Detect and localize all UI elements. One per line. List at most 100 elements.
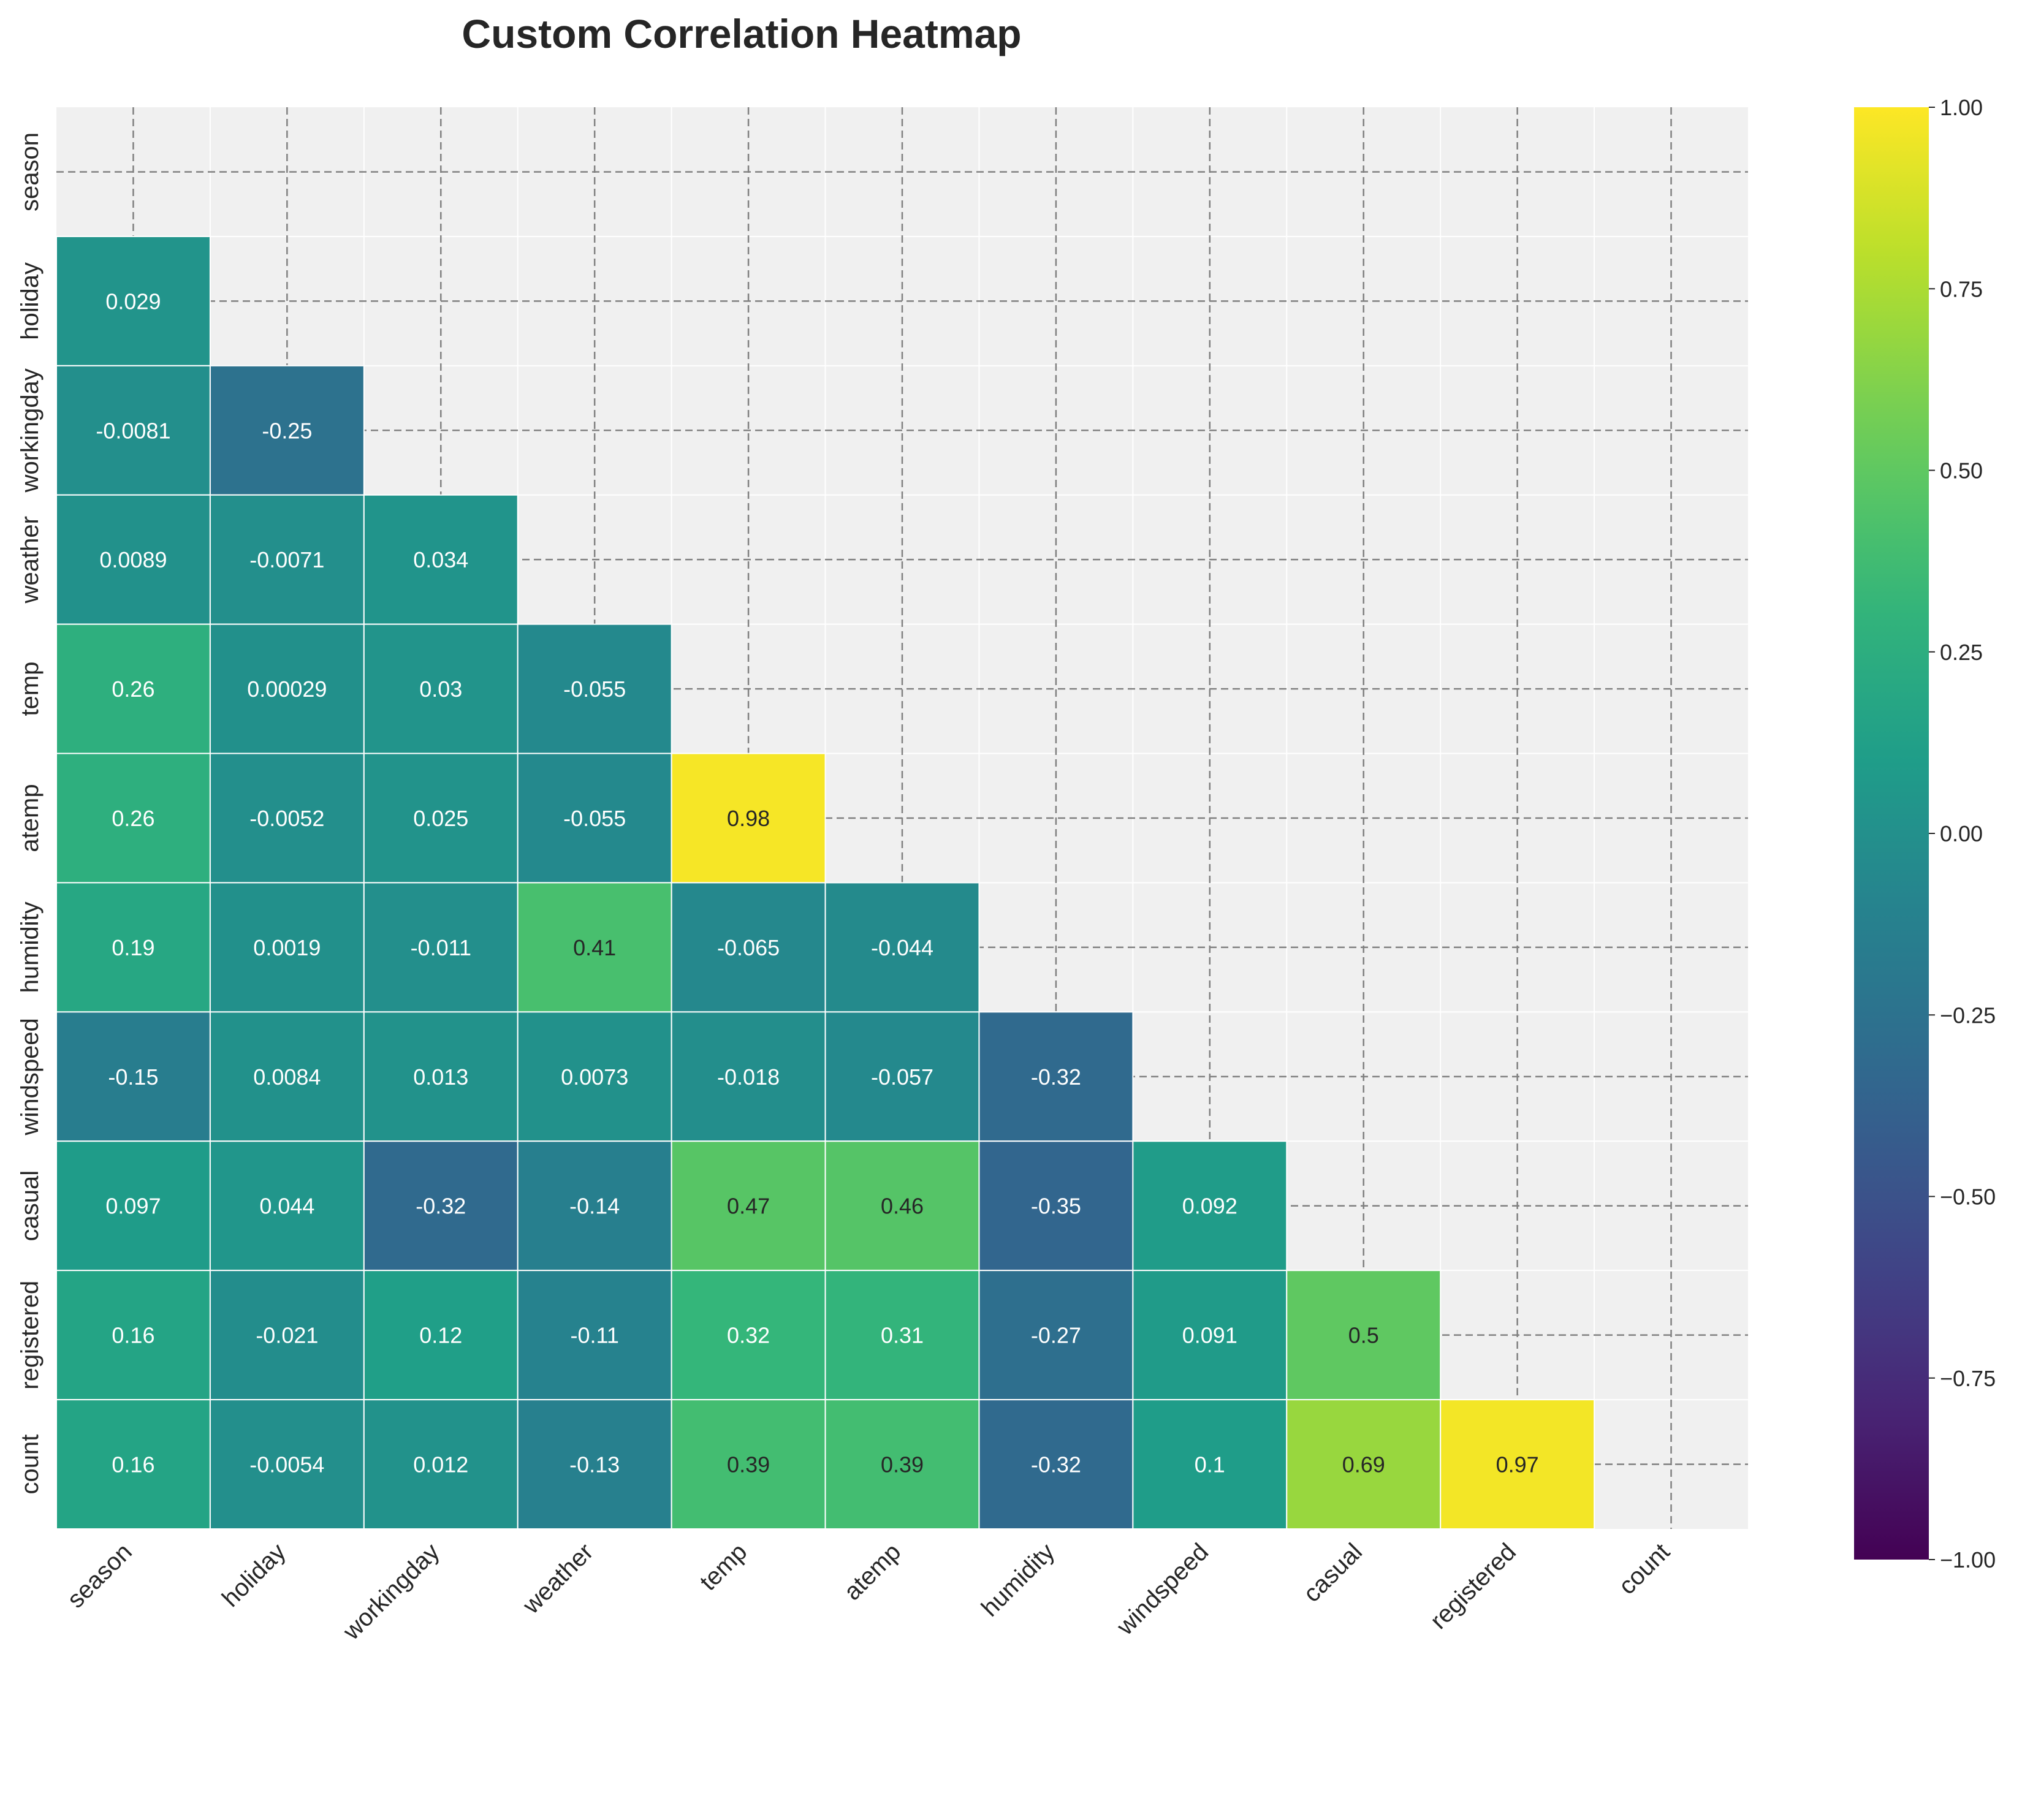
heatmap-cell: [1132, 1270, 1288, 1401]
x-tick-label: holiday: [217, 1538, 291, 1612]
heatmap-cell: [824, 882, 980, 1013]
x-tick-label: weather: [517, 1538, 598, 1619]
cell-value-label: -0.13: [569, 1452, 620, 1477]
y-tick-labels: season holiday workingday weather temp atemp h…: [17, 132, 44, 1495]
x-tick-label: temp: [694, 1538, 752, 1596]
colorbar-tick-label: −1.00: [1940, 1547, 1996, 1572]
cell-value-label: 0.41: [573, 935, 616, 960]
heatmap-cell: [56, 1140, 211, 1272]
heatmap-cell: [824, 1270, 980, 1401]
cell-value-label: -0.0081: [96, 418, 170, 443]
colorbar-tick-label: 0.50: [1940, 458, 1983, 483]
cell-value-label: 0.31: [881, 1323, 924, 1348]
colorbar-gradient: [1854, 107, 1929, 1560]
y-tick-label: windspeed: [17, 1018, 44, 1136]
heatmap-cell: [363, 494, 519, 625]
heatmap-cell: [209, 882, 365, 1013]
cell-value-label: 0.025: [413, 806, 468, 831]
heatmap-cell: [56, 1270, 211, 1401]
heatmap-cell: [56, 1399, 211, 1530]
heatmap-cell: [209, 1399, 365, 1530]
y-tick-label: workingday: [17, 368, 44, 493]
heatmap-cell: [978, 1011, 1134, 1142]
cell-value-label: -0.32: [1031, 1452, 1081, 1477]
y-tick-label: holiday: [17, 262, 44, 340]
cell-value-label: 0.029: [105, 289, 161, 314]
cell-value-label: 0.0073: [561, 1064, 628, 1090]
heatmap-cell: [517, 1011, 672, 1142]
heatmap-cell: [671, 1011, 826, 1142]
x-tick-label: count: [1614, 1538, 1675, 1599]
colorbar-tick-label: 0.75: [1940, 276, 1983, 301]
cell-value-label: 0.1: [1195, 1452, 1225, 1477]
cell-value-label: 0.034: [413, 547, 468, 572]
cell-value-label: -0.018: [717, 1064, 780, 1090]
cell-value-label: 0.013: [413, 1064, 468, 1090]
heatmap-cell: [671, 1399, 826, 1530]
heatmap-cell: [363, 1270, 519, 1401]
colorbar-tick-label: −0.75: [1940, 1366, 1996, 1391]
heatmap-cell: [56, 1011, 211, 1142]
cell-value-label: 0.0089: [99, 547, 167, 572]
cell-value-label: -0.055: [563, 806, 626, 831]
heatmap-cell: [363, 1011, 519, 1142]
cell-value-label: -0.0071: [249, 547, 324, 572]
cell-value-label: -0.065: [717, 935, 780, 960]
y-tick-label: weather: [17, 516, 44, 604]
heatmap-cell: [671, 1270, 826, 1401]
cell-value-label: -0.044: [871, 935, 933, 960]
cell-value-label: 0.012: [413, 1452, 468, 1477]
y-tick-label: temp: [17, 662, 44, 716]
cell-value-label: 0.5: [1348, 1323, 1379, 1348]
heatmap-cell: [56, 235, 211, 366]
y-tick-label: humidity: [17, 901, 44, 993]
heatmap-cell: [56, 494, 211, 625]
cell-value-label: 0.32: [727, 1323, 770, 1348]
heatmap-cell: [1286, 1270, 1442, 1401]
cell-value-label: -0.11: [570, 1323, 618, 1348]
heatmap-cell: [517, 753, 672, 884]
x-tick-label: atemp: [839, 1538, 906, 1606]
heatmap-cell: [56, 365, 211, 496]
y-tick-label: season: [17, 132, 44, 211]
heatmap-cell: [978, 1140, 1134, 1272]
cell-value-label: 0.12: [419, 1323, 462, 1348]
heatmap-cell: [56, 882, 211, 1013]
x-tick-label: workingday: [338, 1538, 445, 1645]
heatmap-cells: [56, 235, 1595, 1530]
x-tick-label: season: [63, 1538, 137, 1613]
cell-value-label: 0.98: [727, 806, 770, 831]
heatmap-cell: [56, 753, 211, 884]
cell-value-label: -0.32: [1031, 1064, 1081, 1090]
heatmap-cell: [1286, 1399, 1442, 1530]
heatmap-cell: [671, 882, 826, 1013]
cell-value-label: -0.35: [1031, 1194, 1081, 1219]
colorbar-tick-label: −0.50: [1940, 1185, 1996, 1210]
x-tick-label: registered: [1425, 1538, 1521, 1634]
heatmap-cell: [671, 1140, 826, 1272]
y-tick-label: casual: [17, 1170, 44, 1242]
cell-value-label: 0.26: [112, 677, 154, 702]
cell-value-label: -0.14: [569, 1194, 620, 1219]
heatmap-cell: [209, 365, 365, 496]
heatmap-cell: [978, 1399, 1134, 1530]
x-tick-labels: season holiday workingday weather temp atemp h…: [63, 1538, 1675, 1645]
heatmap-cell: [1440, 1399, 1595, 1530]
heatmap-cell: [1132, 1140, 1288, 1272]
cell-value-label: 0.39: [727, 1452, 770, 1477]
cell-value-label: -0.0054: [249, 1452, 324, 1477]
chart-title: Custom Correlation Heatmap: [462, 11, 1021, 56]
cell-value-label: 0.092: [1182, 1194, 1237, 1219]
heatmap-cell: [824, 1399, 980, 1530]
cell-value-label: -0.055: [563, 677, 626, 702]
cell-annotations: 0.029 -0.0081 -0.25 0.0089 -0.0071 0.034 0.26 0…: [96, 289, 1538, 1477]
x-tick-label: casual: [1298, 1538, 1367, 1607]
heatmap-cell: [363, 753, 519, 884]
cell-value-label: -0.057: [871, 1064, 933, 1090]
y-tick-label: atemp: [17, 784, 44, 852]
heatmap-cell: [1132, 1399, 1288, 1530]
cell-value-label: -0.25: [262, 418, 312, 443]
cell-value-label: 0.39: [881, 1452, 924, 1477]
heatmap-cell: [363, 1399, 519, 1530]
